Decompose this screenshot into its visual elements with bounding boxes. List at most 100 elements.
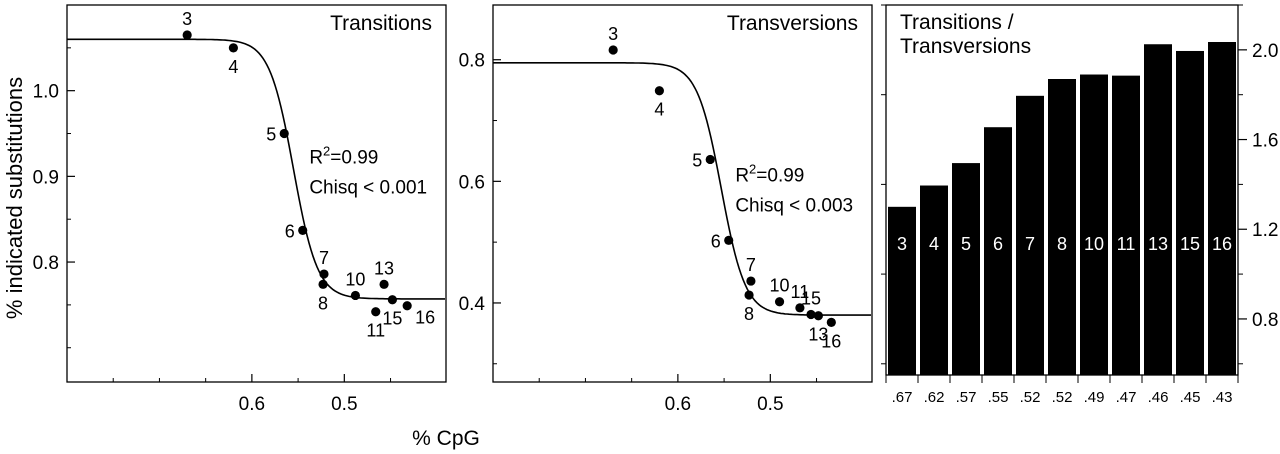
panel-title-line2: Transversions bbox=[900, 35, 1031, 58]
r-squared-annotation: R2=0.99 bbox=[309, 144, 378, 169]
cpg-label: .62 bbox=[924, 389, 945, 406]
bar-label: 16 bbox=[1212, 234, 1232, 254]
y-tick-label: 1.0 bbox=[33, 82, 59, 103]
fit-curve bbox=[67, 38, 445, 300]
point-label: 10 bbox=[345, 269, 365, 289]
point-label: 10 bbox=[770, 276, 790, 296]
r-squared-annotation: R2=0.99 bbox=[735, 161, 804, 186]
bar bbox=[1208, 42, 1236, 375]
x-tick-label: 0.5 bbox=[757, 394, 783, 415]
point-label: 16 bbox=[415, 308, 435, 328]
data-point bbox=[319, 269, 329, 279]
bar bbox=[952, 163, 980, 375]
data-point bbox=[654, 86, 664, 96]
point-label: 11 bbox=[791, 282, 810, 302]
point-label: 4 bbox=[228, 57, 238, 77]
y-tick-label: 0.9 bbox=[33, 167, 59, 188]
point-label: 11 bbox=[366, 321, 385, 341]
point-label: 7 bbox=[746, 255, 756, 275]
panel-title-line1: Transitions / bbox=[900, 11, 1014, 34]
bar-label: 7 bbox=[1025, 234, 1035, 254]
point-label: 3 bbox=[608, 24, 618, 44]
bar-label: 13 bbox=[1148, 234, 1168, 254]
x-tick-label: 0.6 bbox=[239, 394, 265, 415]
y-tick-label: 1.2 bbox=[1252, 220, 1278, 241]
x-tick-label: 0.5 bbox=[331, 394, 357, 415]
x-tick-label: 0.6 bbox=[665, 394, 691, 415]
bar bbox=[1144, 44, 1172, 375]
data-point bbox=[774, 297, 785, 307]
point-label: 4 bbox=[654, 100, 664, 120]
y-tick-label: 1.6 bbox=[1252, 131, 1278, 152]
shared-y-axis-label: % indicated substitutions bbox=[2, 77, 27, 319]
bar bbox=[1080, 74, 1108, 376]
cpg-label: .46 bbox=[1148, 389, 1169, 406]
y-tick-label: 2.0 bbox=[1252, 41, 1278, 62]
bar bbox=[1016, 95, 1044, 376]
bar bbox=[1176, 50, 1204, 375]
cpg-label: .67 bbox=[892, 389, 913, 406]
point-label: 8 bbox=[744, 304, 754, 324]
data-point bbox=[746, 276, 756, 286]
data-point bbox=[371, 307, 381, 317]
cpg-label: .43 bbox=[1212, 389, 1233, 406]
cpg-label: .57 bbox=[956, 389, 977, 406]
data-point bbox=[279, 128, 289, 139]
point-label: 15 bbox=[801, 289, 821, 309]
point-label: 5 bbox=[266, 125, 276, 145]
bar-label: 15 bbox=[1180, 234, 1200, 254]
shared-x-axis-label: % CpG bbox=[412, 427, 480, 450]
point-label: 8 bbox=[318, 293, 328, 313]
cpg-label: .45 bbox=[1180, 389, 1201, 406]
bar bbox=[1112, 75, 1140, 376]
data-point bbox=[608, 45, 618, 55]
ratio-bar-panel: 3 .67 4 .62 5 .57 6 .55 7 .52 8 .52 10 .49 11 .47 13 .46 1… bbox=[881, 4, 1278, 406]
bar-label: 6 bbox=[993, 234, 1003, 254]
bar bbox=[1048, 79, 1076, 375]
y-tick-label: 0.8 bbox=[1252, 310, 1278, 331]
data-point bbox=[387, 295, 397, 305]
data-point bbox=[318, 279, 328, 289]
bar bbox=[984, 127, 1012, 375]
plot-frame bbox=[66, 4, 447, 383]
point-label: 5 bbox=[692, 150, 702, 170]
y-tick-label: 0.8 bbox=[33, 253, 59, 274]
cpg-label: .47 bbox=[1116, 389, 1137, 406]
bar-label: 4 bbox=[929, 234, 939, 254]
panel-title: Transitions bbox=[330, 12, 432, 35]
data-point bbox=[228, 43, 238, 53]
bar-label: 11 bbox=[1117, 234, 1136, 254]
data-point bbox=[795, 303, 805, 313]
data-point bbox=[402, 301, 412, 311]
bar-label: 10 bbox=[1084, 234, 1104, 254]
point-label: 6 bbox=[711, 231, 721, 251]
y-tick-label: 0.8 bbox=[459, 51, 485, 72]
data-point bbox=[806, 309, 816, 320]
transitions-panel: 0.8 0.9 1.0 0.6 0.5 Transitions 3 4 5 6 7 8 10 13 1115… bbox=[33, 4, 447, 415]
chisq-annotation: Chisq < 0.003 bbox=[735, 195, 853, 216]
data-point bbox=[826, 317, 836, 328]
bar bbox=[920, 185, 948, 375]
point-label: 6 bbox=[285, 221, 295, 241]
data-point bbox=[182, 30, 192, 40]
plot-frame bbox=[492, 4, 873, 383]
data-point bbox=[705, 154, 715, 165]
y-tick-label: 0.4 bbox=[459, 294, 486, 315]
point-label: 13 bbox=[808, 325, 828, 345]
data-point bbox=[813, 311, 823, 321]
point-label: 7 bbox=[319, 248, 329, 268]
cpg-label: .52 bbox=[1020, 389, 1041, 406]
data-point bbox=[298, 225, 308, 235]
data-point bbox=[724, 235, 734, 245]
bar-label: 8 bbox=[1057, 234, 1067, 254]
data-point bbox=[379, 279, 389, 289]
point-label: 16 bbox=[821, 331, 841, 351]
point-label: 13 bbox=[374, 258, 394, 278]
bar-label: 3 bbox=[897, 234, 907, 254]
chisq-annotation: Chisq < 0.001 bbox=[309, 178, 427, 199]
bar-label: 5 bbox=[961, 234, 971, 254]
bar bbox=[888, 206, 916, 375]
transversions-panel: 0.4 0.6 0.8 0.6 0.5 Transversions 3 4 5 6 7 8 10 1115… bbox=[459, 4, 873, 415]
fit-curve bbox=[493, 62, 871, 316]
